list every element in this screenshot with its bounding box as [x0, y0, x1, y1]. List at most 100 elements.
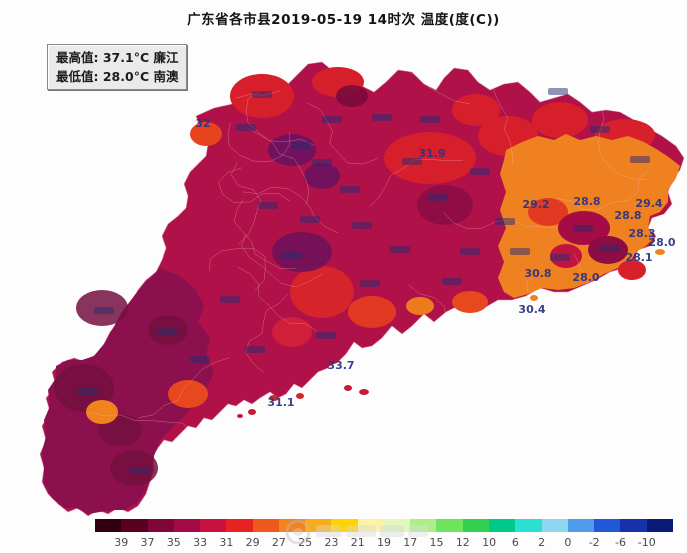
temperature-label: 30.8 — [524, 267, 551, 280]
faint-label-mark — [300, 216, 320, 223]
colorbar-segment — [173, 519, 201, 532]
weibo-swirl-icon — [285, 519, 428, 545]
faint-label-mark — [352, 222, 372, 229]
temperature-regions — [42, 67, 680, 514]
temperature-label: 29.2 — [522, 198, 549, 211]
county-boundary-line — [231, 163, 261, 245]
faint-label-mark — [460, 248, 480, 255]
colorbar-segment — [541, 519, 568, 532]
colorbar-segment — [488, 519, 516, 532]
colorbar-segment — [331, 519, 358, 532]
colorbar-segment — [147, 519, 174, 532]
county-boundary-line — [234, 199, 297, 270]
colorbar-segment — [410, 519, 437, 532]
colorbar-segment — [357, 519, 384, 532]
county-boundary-line — [245, 292, 289, 373]
county-boundary-line — [407, 417, 526, 440]
temperature-label: 28.8 — [614, 209, 641, 222]
faint-label-mark — [291, 142, 311, 149]
county-boundary-line — [502, 379, 603, 425]
faint-label-mark — [600, 245, 620, 252]
colorbar-segment — [620, 519, 647, 532]
colorbar-segment — [200, 519, 227, 532]
county-boundary-line — [550, 330, 625, 403]
county-boundary-line — [453, 335, 505, 404]
colorbar-segment — [278, 519, 306, 532]
faint-label-mark — [630, 156, 650, 163]
faint-label-mark — [372, 114, 392, 121]
faint-label-mark — [442, 278, 462, 285]
county-boundary-line — [306, 102, 378, 165]
faint-label-mark — [130, 467, 150, 474]
extremes-info-box: 最高值: 37.1°C 廉江 最低值: 28.0°C 南澳 — [47, 44, 188, 90]
faint-label-mark — [220, 296, 240, 303]
colorbar-segment — [383, 519, 411, 532]
faint-label-mark — [590, 126, 610, 133]
faint-label-mark — [157, 328, 177, 335]
faint-label-mark — [550, 254, 570, 261]
faint-label-mark — [190, 356, 210, 363]
county-boundary-line — [241, 234, 323, 288]
temperature-label: 32 — [195, 117, 210, 130]
min-value-line: 最低值: 28.0°C 南澳 — [56, 69, 179, 84]
county-boundary-line — [476, 431, 540, 486]
watermark — [280, 513, 435, 551]
coastal-inlets — [326, 359, 358, 388]
faint-label-mark — [316, 332, 336, 339]
colorbar-segment — [226, 519, 253, 532]
faint-label-mark — [78, 388, 98, 395]
county-boundary-line — [245, 90, 315, 146]
colorbar-segment — [95, 519, 122, 532]
colorbar-segment — [567, 519, 595, 532]
faint-label-mark — [282, 252, 302, 259]
faint-label-mark — [573, 225, 593, 232]
temperature-label: 31.9 — [418, 147, 445, 160]
county-boundary-line — [218, 167, 291, 203]
colorbar-segment — [436, 519, 463, 532]
county-boundary-line — [430, 318, 459, 406]
page-title: 广东省各市县2019-05-19 14时次 温度(度(C)) — [187, 12, 500, 28]
county-boundary-line — [227, 122, 291, 162]
faint-label-mark — [428, 194, 448, 201]
faint-label-mark — [236, 124, 256, 131]
county-boundary-line — [138, 357, 230, 418]
faint-label-mark — [252, 91, 272, 98]
faint-label-mark — [402, 158, 422, 165]
faint-label-mark — [510, 248, 530, 255]
unreadable-label-smudges — [78, 88, 650, 474]
islands — [237, 249, 665, 418]
temperature-label: 33.7 — [327, 359, 354, 372]
faint-label-mark — [390, 246, 410, 253]
county-boundary-line — [69, 139, 181, 164]
colorbar-segment — [646, 519, 673, 532]
faint-label-mark — [420, 116, 440, 123]
temperature-label: 28.0 — [648, 236, 675, 249]
county-boundary-line — [247, 127, 310, 205]
temperature-label: 28.3 — [628, 227, 655, 240]
colorbar-segment — [515, 519, 542, 532]
faint-label-mark — [340, 186, 360, 193]
faint-label-mark — [94, 307, 114, 314]
faint-label-mark — [548, 88, 568, 95]
max-value-line: 最高值: 37.1°C 廉江 — [56, 50, 179, 65]
faint-label-mark — [470, 168, 490, 175]
temperature-label: 28.8 — [573, 195, 600, 208]
temperature-colorbar — [95, 519, 673, 532]
county-boundary-line — [72, 233, 154, 284]
colorbar-segment — [594, 519, 621, 532]
county-boundary-line — [598, 106, 650, 180]
county-boundary-line — [369, 159, 463, 208]
county-boundary-line — [236, 266, 318, 332]
county-boundary-line — [555, 170, 650, 211]
temperature-label: 31.1 — [267, 396, 294, 409]
faint-label-mark — [258, 202, 278, 209]
faint-label-mark — [322, 116, 342, 123]
faint-label-mark — [312, 159, 332, 166]
colorbar-segment — [305, 519, 332, 532]
colorbar-segment — [462, 519, 489, 532]
temperature-label: 29.4 — [635, 197, 662, 210]
temperature-label: 30.4 — [518, 303, 545, 316]
